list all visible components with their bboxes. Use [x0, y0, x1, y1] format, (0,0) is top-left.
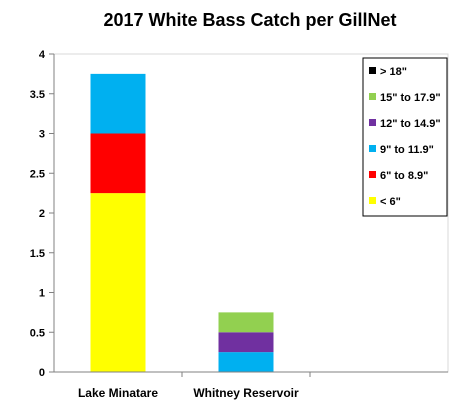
legend-swatch	[369, 119, 376, 126]
legend-box	[362, 57, 448, 217]
y-tick-label: 2	[39, 208, 45, 220]
legend-entry: < 6"	[380, 196, 401, 208]
y-tick-label: 2.5	[30, 168, 45, 180]
bar-segment	[218, 312, 274, 333]
x-category-label: Whitney Reservoir	[193, 386, 299, 400]
bar-segment	[218, 352, 274, 372]
y-tick-label: 4	[39, 49, 46, 61]
x-axis: Lake Minatare Whitney Reservoir	[54, 371, 448, 400]
x-category-label: Lake Minatare	[78, 386, 158, 400]
legend-swatch	[369, 197, 376, 204]
y-axis: 0 0.5 1 1.5 2 2.5 3 3.5 4	[30, 49, 55, 379]
bar-segment	[90, 73, 146, 134]
legend-entry: 12" to 14.9"	[380, 118, 441, 130]
y-tick-label: 0	[39, 367, 45, 379]
legend-swatch	[369, 93, 376, 100]
legend-swatch	[369, 67, 376, 74]
chart-title: 2017 White Bass Catch per GillNet	[103, 10, 396, 30]
legend: > 18" 15" to 17.9" 12" to 14.9" 9" to 11.9"…	[362, 57, 448, 217]
bar-segment	[218, 332, 274, 353]
bar-segment	[90, 193, 146, 372]
legend-swatch	[369, 171, 376, 178]
bars	[90, 73, 274, 372]
y-tick-label: 3.5	[30, 89, 45, 101]
bar-segment	[90, 133, 146, 194]
y-tick-label: 1.5	[30, 248, 45, 260]
y-tick-label: 1	[39, 288, 45, 300]
y-tick-label: 3	[39, 129, 45, 141]
legend-entry: 6" to 8.9"	[380, 170, 428, 182]
y-tick-label: 0.5	[30, 327, 45, 339]
legend-entry: 15" to 17.9"	[380, 92, 441, 104]
legend-swatch	[369, 145, 376, 152]
legend-entry: > 18"	[380, 66, 407, 78]
legend-entry: 9" to 11.9"	[380, 144, 434, 156]
